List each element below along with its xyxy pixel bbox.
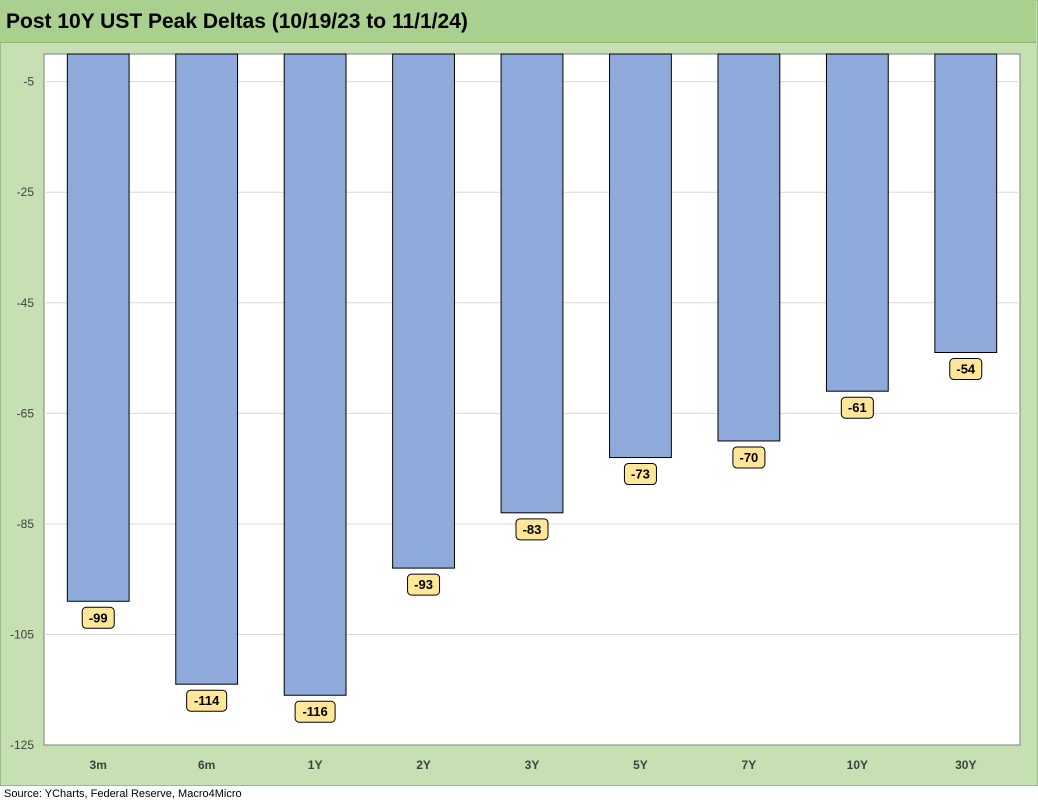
y-tick-label: -25: [17, 185, 35, 199]
data-label-text: -116: [302, 704, 327, 719]
data-label-box: [81, 606, 115, 629]
data-label-10Y: -61: [840, 396, 874, 419]
y-tick-label: -45: [17, 296, 35, 310]
data-label-box: [186, 689, 228, 712]
data-labels: -99 -114 -116 -93 -83 -73 -70 -61 -54: [81, 358, 983, 723]
data-label-3m: -99: [81, 606, 115, 629]
x-tick-label: 6m: [198, 758, 215, 772]
x-tick-label: 5Y: [633, 758, 648, 772]
y-tick-label: -85: [17, 517, 35, 531]
source-note: Source: YCharts, Federal Reserve, Macro4…: [4, 788, 242, 800]
data-label-5Y: -73: [623, 463, 657, 486]
data-label-7Y: -70: [732, 446, 766, 469]
x-tick-label: 3m: [90, 758, 107, 772]
bar-chart: -99 -114 -116 -93 -83 -73 -70 -61 -54 -5 -25 -45 -6…: [10, 53, 1021, 772]
y-tick-label: -105: [10, 627, 34, 641]
data-label-text: -99: [89, 610, 108, 625]
data-label-6m: -114: [186, 689, 228, 712]
bar-5Y: [609, 53, 672, 459]
y-tick-label: -65: [17, 406, 35, 420]
bar-3m: [66, 53, 130, 602]
x-tick-label: 10Y: [847, 758, 868, 772]
y-tick-label: -125: [10, 738, 34, 752]
bar-1Y: [283, 53, 347, 696]
y-axis: -5 -25 -45 -65 -85 -105 -125: [10, 75, 34, 752]
bar-7Y: [717, 53, 781, 442]
bars: [66, 53, 998, 696]
data-label-box: [515, 518, 549, 541]
bar-30Y: [934, 53, 998, 354]
data-label-text: -61: [848, 400, 867, 415]
data-label-1Y: -116: [294, 700, 336, 723]
x-axis: 3m 6m 1Y 2Y 3Y 5Y 7Y 10Y 30Y: [90, 758, 977, 772]
data-label-3Y: -83: [515, 518, 549, 541]
data-label-box: [949, 358, 983, 381]
data-label-text: -73: [631, 467, 650, 482]
data-label-box: [407, 573, 441, 596]
data-label-2Y: -93: [407, 573, 441, 596]
data-label-30Y: -54: [949, 358, 983, 381]
x-tick-label: 7Y: [742, 758, 757, 772]
data-label-text: -83: [523, 522, 542, 537]
data-label-text: -70: [739, 450, 758, 465]
bar-10Y: [825, 53, 889, 392]
data-label-box: [294, 700, 336, 723]
data-label-text: -54: [956, 362, 976, 377]
data-label-text: -93: [414, 577, 433, 592]
x-tick-label: 3Y: [525, 758, 540, 772]
data-label-box: [623, 463, 657, 486]
y-tick-label: -5: [23, 75, 34, 89]
x-tick-label: 30Y: [955, 758, 976, 772]
data-label-box: [732, 446, 766, 469]
x-tick-label: 1Y: [308, 758, 323, 772]
chart-title: Post 10Y UST Peak Deltas (10/19/23 to 11…: [6, 10, 468, 33]
bar-3Y: [500, 53, 564, 514]
data-label-box: [840, 396, 874, 419]
bar-2Y: [392, 53, 455, 569]
data-label-text: -114: [194, 693, 220, 708]
bar-6m: [175, 53, 239, 685]
x-tick-label: 2Y: [416, 758, 431, 772]
title-bar: Post 10Y UST Peak Deltas (10/19/23 to 11…: [0, 0, 1036, 43]
